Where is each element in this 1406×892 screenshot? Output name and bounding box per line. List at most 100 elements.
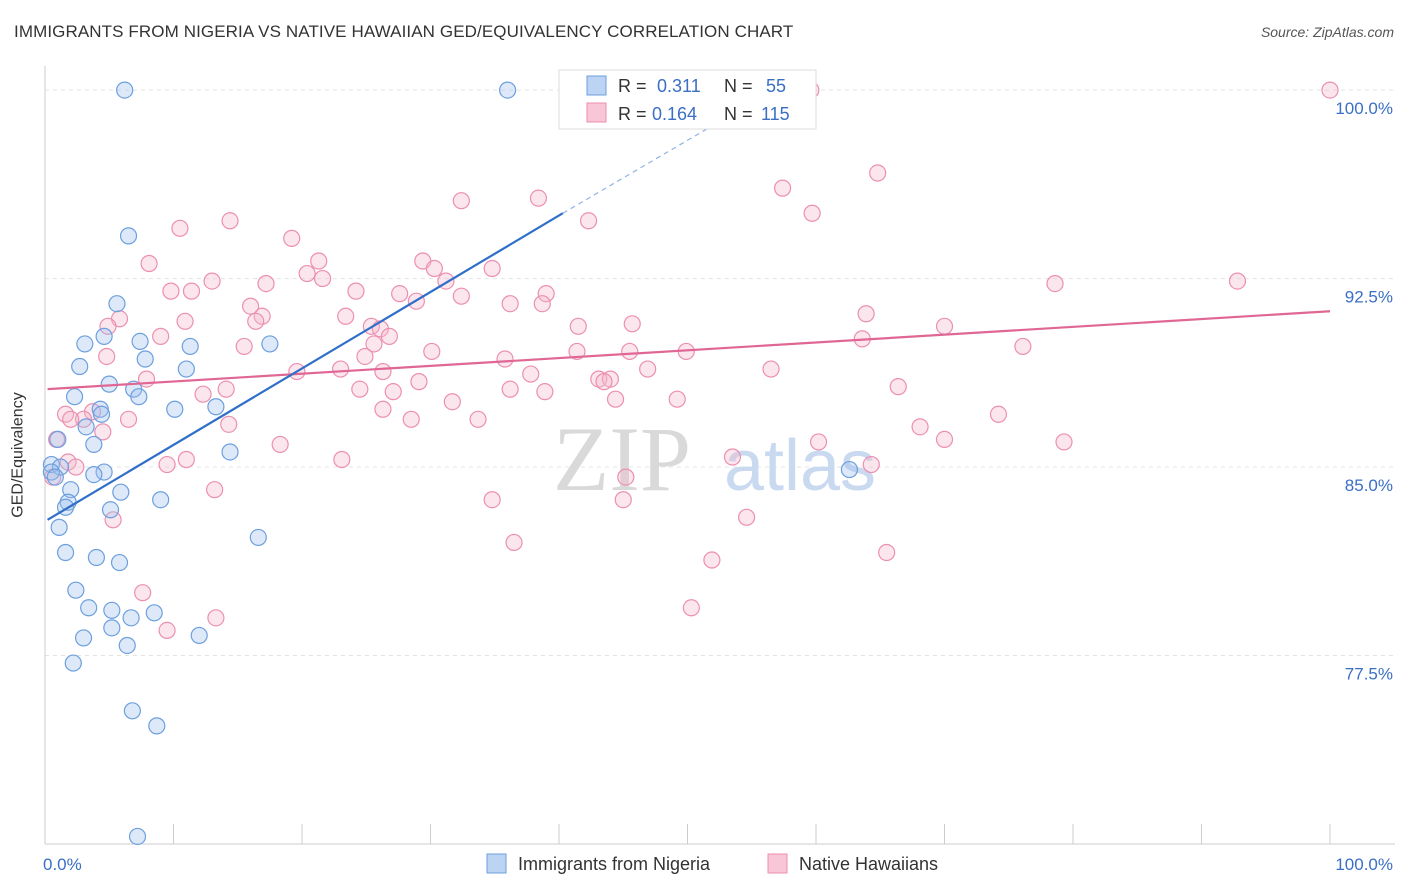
point-native-hawaiian <box>313 269 332 288</box>
y-tick-labels: 77.5% 85.0% 92.5% 100.0% <box>1335 99 1393 683</box>
point-native-hawaiian <box>762 360 780 378</box>
point-immigrants-from-nigeria <box>103 619 121 637</box>
point-native-hawaiian <box>425 259 443 278</box>
point-immigrants-from-nigeria <box>46 468 64 486</box>
point-immigrants-from-nigeria <box>249 528 267 547</box>
point-immigrants-from-nigeria <box>110 553 129 572</box>
x-tick-label: 100.0% <box>1335 855 1393 874</box>
point-native-hawaiian <box>452 192 470 210</box>
point-immigrants-from-nigeria <box>92 405 111 423</box>
watermark-atlas: atlas <box>724 426 876 506</box>
point-native-hawaiian <box>536 383 554 401</box>
point-immigrants-from-nigeria <box>65 388 84 406</box>
point-immigrants-from-nigeria <box>101 501 120 519</box>
point-native-hawaiian <box>1055 433 1073 451</box>
point-native-hawaiian <box>668 390 686 408</box>
point-native-hawaiian <box>247 312 265 330</box>
point-native-hawaiian <box>773 179 792 197</box>
point-immigrants-from-nigeria <box>166 400 184 418</box>
point-native-hawaiian <box>351 380 369 398</box>
point-native-hawaiian <box>443 393 461 411</box>
point-native-hawaiian <box>235 337 253 356</box>
point-immigrants-from-nigeria <box>71 357 89 376</box>
point-native-hawaiian <box>203 272 221 290</box>
point-immigrants-from-nigeria <box>85 465 103 484</box>
legend-n-value-nigeria: 55 <box>766 76 786 96</box>
point-immigrants-from-nigeria <box>190 626 208 645</box>
x-tick-labels: 0.0% 100.0% <box>43 855 1393 874</box>
point-native-hawaiian <box>862 455 880 474</box>
point-native-hawaiian <box>935 430 954 449</box>
point-immigrants-from-nigeria <box>148 717 166 735</box>
legend-swatch-hawaiian <box>586 102 607 123</box>
point-native-hawaiian <box>310 252 328 270</box>
point-immigrants-from-nigeria <box>145 604 163 622</box>
legend-n-label-nigeria: N = <box>724 76 753 96</box>
axes <box>44 66 1395 845</box>
legend-r-value-nigeria: 0.311 <box>657 76 701 96</box>
series-immigrants-from-nigeria <box>42 81 859 846</box>
point-native-hawaiian <box>194 385 212 403</box>
legend-n-value-hawaiian: 115 <box>761 104 790 124</box>
point-native-hawaiian <box>333 450 351 469</box>
point-native-hawaiian <box>171 219 189 237</box>
point-immigrants-from-nigeria <box>207 398 225 416</box>
point-immigrants-from-nigeria <box>130 388 148 406</box>
point-native-hawaiian <box>579 212 598 230</box>
point-native-hawaiian <box>606 390 625 408</box>
point-native-hawaiian <box>391 285 409 303</box>
point-native-hawaiian <box>623 315 641 333</box>
point-immigrants-from-nigeria <box>128 827 147 846</box>
point-native-hawaiian <box>595 373 613 391</box>
point-native-hawaiian <box>537 285 555 303</box>
point-native-hawaiian <box>140 254 158 273</box>
point-native-hawaiian <box>380 327 398 345</box>
point-native-hawaiian <box>809 433 828 451</box>
point-native-hawaiian <box>529 189 548 207</box>
point-immigrants-from-nigeria <box>67 581 85 599</box>
point-native-hawaiian <box>857 305 875 323</box>
point-immigrants-from-nigeria <box>108 295 126 313</box>
point-native-hawaiian <box>483 491 501 509</box>
point-native-hawaiian <box>522 365 540 383</box>
point-native-hawaiian <box>452 287 470 305</box>
point-native-hawaiian <box>221 212 239 230</box>
point-immigrants-from-nigeria <box>840 460 859 479</box>
point-native-hawaiian <box>1014 337 1032 356</box>
source-label: Source: ZipAtlas.com <box>1260 24 1394 40</box>
point-immigrants-from-nigeria <box>50 518 68 536</box>
y-tick-label: 77.5% <box>1345 665 1393 684</box>
point-native-hawaiian <box>935 317 954 335</box>
watermark: ZIP atlas <box>553 408 876 510</box>
point-native-hawaiian <box>723 448 742 466</box>
point-immigrants-from-nigeria <box>77 418 95 436</box>
point-immigrants-from-nigeria <box>116 81 134 99</box>
point-immigrants-from-nigeria <box>261 335 279 353</box>
point-native-hawaiian <box>501 380 519 398</box>
point-immigrants-from-nigeria <box>62 481 80 499</box>
point-native-hawaiian <box>98 347 116 366</box>
point-native-hawaiian <box>365 335 383 353</box>
point-immigrants-from-nigeria <box>499 81 517 99</box>
point-native-hawaiian <box>94 423 112 441</box>
point-immigrants-from-nigeria <box>131 332 149 351</box>
trend-extension-immigrants-from-nigeria <box>562 124 714 214</box>
point-immigrants-from-nigeria <box>118 636 136 655</box>
point-immigrants-from-nigeria <box>103 601 121 619</box>
point-immigrants-from-nigeria <box>95 463 113 481</box>
point-native-hawaiian <box>347 282 365 300</box>
point-immigrants-from-nigeria <box>87 548 106 567</box>
legend-r-label-nigeria: R = <box>618 76 647 96</box>
point-immigrants-from-nigeria <box>122 609 140 627</box>
legend-stats: R = 0.311 N = 55 R = 0.164 N = 115 <box>558 69 817 130</box>
point-native-hawaiian <box>682 599 700 617</box>
point-native-hawaiian <box>374 362 392 381</box>
chart-title: IMMIGRANTS FROM NIGERIA VS NATIVE HAWAII… <box>14 22 794 41</box>
point-immigrants-from-nigeria <box>112 483 130 501</box>
point-native-hawaiian <box>177 450 195 469</box>
point-native-hawaiian <box>410 373 428 391</box>
point-immigrants-from-nigeria <box>76 335 94 353</box>
legend-label-native-hawaiians: Native Hawaiians <box>799 854 938 874</box>
legend: Immigrants from Nigeria Native Hawaiians <box>486 853 938 874</box>
point-immigrants-from-nigeria <box>181 337 199 356</box>
